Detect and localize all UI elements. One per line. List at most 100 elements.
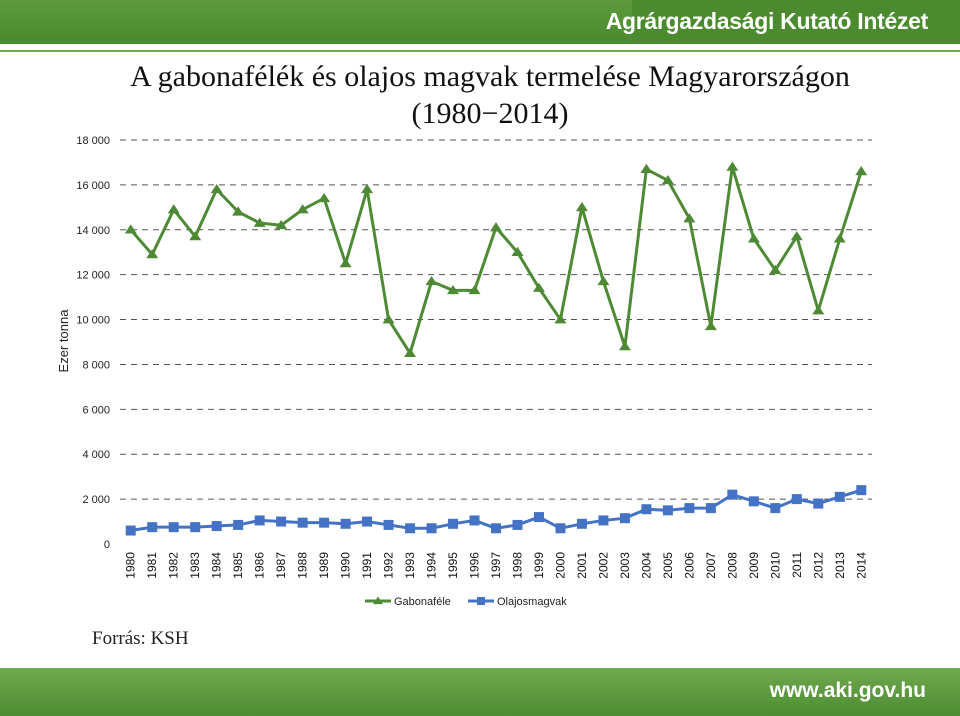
point-olaj bbox=[813, 498, 824, 509]
x-tick-labels: 1980 1981 1982 1983 1984 1985 1986 1987 1988 1989… bbox=[124, 552, 869, 579]
point-olaj bbox=[469, 515, 480, 526]
x-tick-label: 1986 bbox=[253, 552, 267, 579]
legend: Gabonaféle Olajosmagvak bbox=[365, 596, 567, 608]
point-gabona bbox=[511, 246, 524, 257]
x-tick-label: 1985 bbox=[231, 552, 245, 579]
point-gabona bbox=[425, 276, 438, 286]
point-gabona bbox=[296, 204, 309, 214]
x-tick-label: 2014 bbox=[854, 552, 868, 579]
y-tick-label: 12 000 bbox=[76, 270, 110, 282]
x-tick-label: 1993 bbox=[403, 552, 417, 579]
legend-label: Olajosmagvak bbox=[497, 596, 567, 608]
legend-marker-triangle bbox=[373, 596, 383, 605]
y-tick-label: 6 000 bbox=[82, 404, 110, 416]
point-gabona bbox=[661, 175, 674, 185]
point-gabona bbox=[146, 249, 159, 259]
x-tick-label: 1999 bbox=[532, 552, 546, 579]
point-olaj bbox=[405, 523, 416, 534]
point-gabona bbox=[790, 231, 803, 241]
point-olaj bbox=[340, 518, 351, 529]
point-gabona bbox=[210, 183, 223, 194]
x-tick-label: 1991 bbox=[360, 552, 374, 579]
footer-bar bbox=[0, 668, 960, 716]
y-tick-label: 10 000 bbox=[76, 315, 110, 327]
legend-marker-square bbox=[477, 597, 485, 605]
x-tick-label: 2001 bbox=[575, 552, 589, 579]
point-olaj bbox=[147, 522, 158, 533]
grid bbox=[120, 139, 872, 500]
header-tab bbox=[632, 0, 960, 44]
x-tick-label: 2004 bbox=[639, 552, 653, 579]
header-gap bbox=[0, 44, 960, 50]
point-olaj bbox=[856, 485, 867, 496]
point-gabona bbox=[683, 213, 696, 223]
point-gabona bbox=[640, 163, 653, 173]
x-tick-label: 1982 bbox=[167, 552, 181, 579]
point-gabona bbox=[232, 206, 245, 216]
point-olaj bbox=[512, 519, 523, 530]
point-olaj bbox=[555, 523, 566, 534]
footer-url[interactable]: www.aki.gov.hu bbox=[769, 679, 926, 702]
y-axis-label: Ezer tonna bbox=[56, 309, 71, 373]
point-gabona bbox=[124, 224, 137, 234]
point-olaj bbox=[426, 523, 437, 534]
x-tick-label: 2008 bbox=[725, 552, 739, 579]
y-tick-label: 0 bbox=[104, 539, 110, 551]
x-tick-label: 1989 bbox=[317, 552, 331, 579]
y-tick-label: 14 000 bbox=[76, 225, 110, 237]
x-tick-label: 2003 bbox=[618, 552, 632, 579]
point-gabona bbox=[468, 284, 481, 295]
x-tick-label: 1988 bbox=[296, 552, 310, 579]
x-tick-label: 1996 bbox=[468, 552, 482, 579]
point-gabona bbox=[747, 233, 760, 243]
point-olaj bbox=[598, 515, 609, 526]
point-olaj bbox=[233, 519, 244, 530]
point-gabona bbox=[769, 264, 782, 274]
point-gabona bbox=[253, 217, 266, 227]
point-olaj bbox=[276, 516, 287, 527]
point-olaj bbox=[125, 525, 136, 536]
x-tick-label: 2000 bbox=[553, 552, 567, 579]
point-olaj bbox=[533, 512, 544, 523]
x-tick-label: 2009 bbox=[747, 552, 761, 579]
x-tick-label: 2006 bbox=[682, 552, 696, 579]
point-gabona bbox=[575, 201, 588, 212]
point-gabona bbox=[275, 219, 288, 230]
point-olaj bbox=[491, 523, 501, 534]
point-olaj bbox=[211, 521, 222, 532]
chart-title-line2: (1980−2014) bbox=[411, 97, 569, 130]
point-gabona bbox=[812, 305, 825, 315]
point-gabona bbox=[855, 166, 868, 176]
point-olaj bbox=[362, 516, 373, 527]
x-tick-label: 1984 bbox=[210, 552, 224, 579]
point-gabona bbox=[726, 161, 739, 171]
point-gabona bbox=[618, 341, 631, 351]
point-olaj bbox=[684, 503, 695, 514]
point-gabona bbox=[597, 276, 610, 286]
x-tick-label: 2005 bbox=[661, 552, 675, 579]
x-tick-label: 1987 bbox=[274, 552, 288, 579]
x-tick-label: 2011 bbox=[790, 552, 804, 578]
x-tick-label: 1994 bbox=[425, 552, 439, 579]
x-tick-label: 1981 bbox=[145, 552, 159, 579]
x-tick-label: 2007 bbox=[704, 552, 718, 579]
header-strip bbox=[0, 50, 960, 52]
point-olaj bbox=[619, 513, 630, 524]
x-tick-label: 2010 bbox=[768, 552, 782, 579]
point-olaj bbox=[383, 519, 394, 530]
point-olaj bbox=[748, 496, 759, 507]
x-tick-label: 2013 bbox=[833, 552, 847, 579]
point-olaj bbox=[297, 517, 308, 528]
chart-title-line1: A gabonafélék és olajos magvak termelése… bbox=[130, 60, 850, 93]
legend-label: Gabonaféle bbox=[394, 596, 451, 608]
point-olaj bbox=[168, 522, 179, 533]
x-tick-label: 2012 bbox=[811, 552, 825, 579]
point-gabona bbox=[404, 347, 417, 358]
point-gabona bbox=[167, 204, 180, 214]
point-gabona bbox=[704, 320, 717, 331]
series-line-gabona bbox=[129, 165, 863, 355]
x-tick-label: 1997 bbox=[489, 552, 503, 579]
x-tick-label: 1998 bbox=[510, 552, 524, 579]
point-olaj bbox=[791, 494, 802, 505]
point-gabona bbox=[532, 282, 545, 292]
